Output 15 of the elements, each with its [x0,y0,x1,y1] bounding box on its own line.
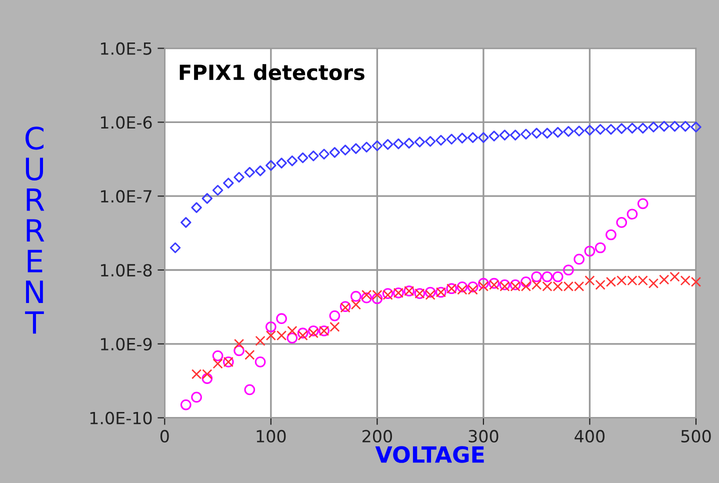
x-tick-label: 0 [160,430,169,442]
y-tick-label: 1.0E-8 [101,264,152,277]
x-tick-label: 100 [256,430,286,442]
x-tick-label: 200 [362,430,392,442]
y-tick-label: 1.0E-7 [101,190,152,203]
y-tick-label: 1.0E-5 [101,42,152,55]
text: FPIX1 detectors [180,64,364,80]
x-axis-title: VOLTAGE [375,446,484,463]
y-axis-title: CURRENT [25,126,44,334]
x-tick-label: 300 [468,430,498,442]
y-tick-label: 1.0E-9 [101,338,152,350]
y-tick-label: 1.0E-10 [90,412,152,424]
y-tick-label: 1.0E-6 [101,116,152,129]
x-tick-label: 400 [574,430,605,442]
x-tick-label: 500 [681,430,711,442]
